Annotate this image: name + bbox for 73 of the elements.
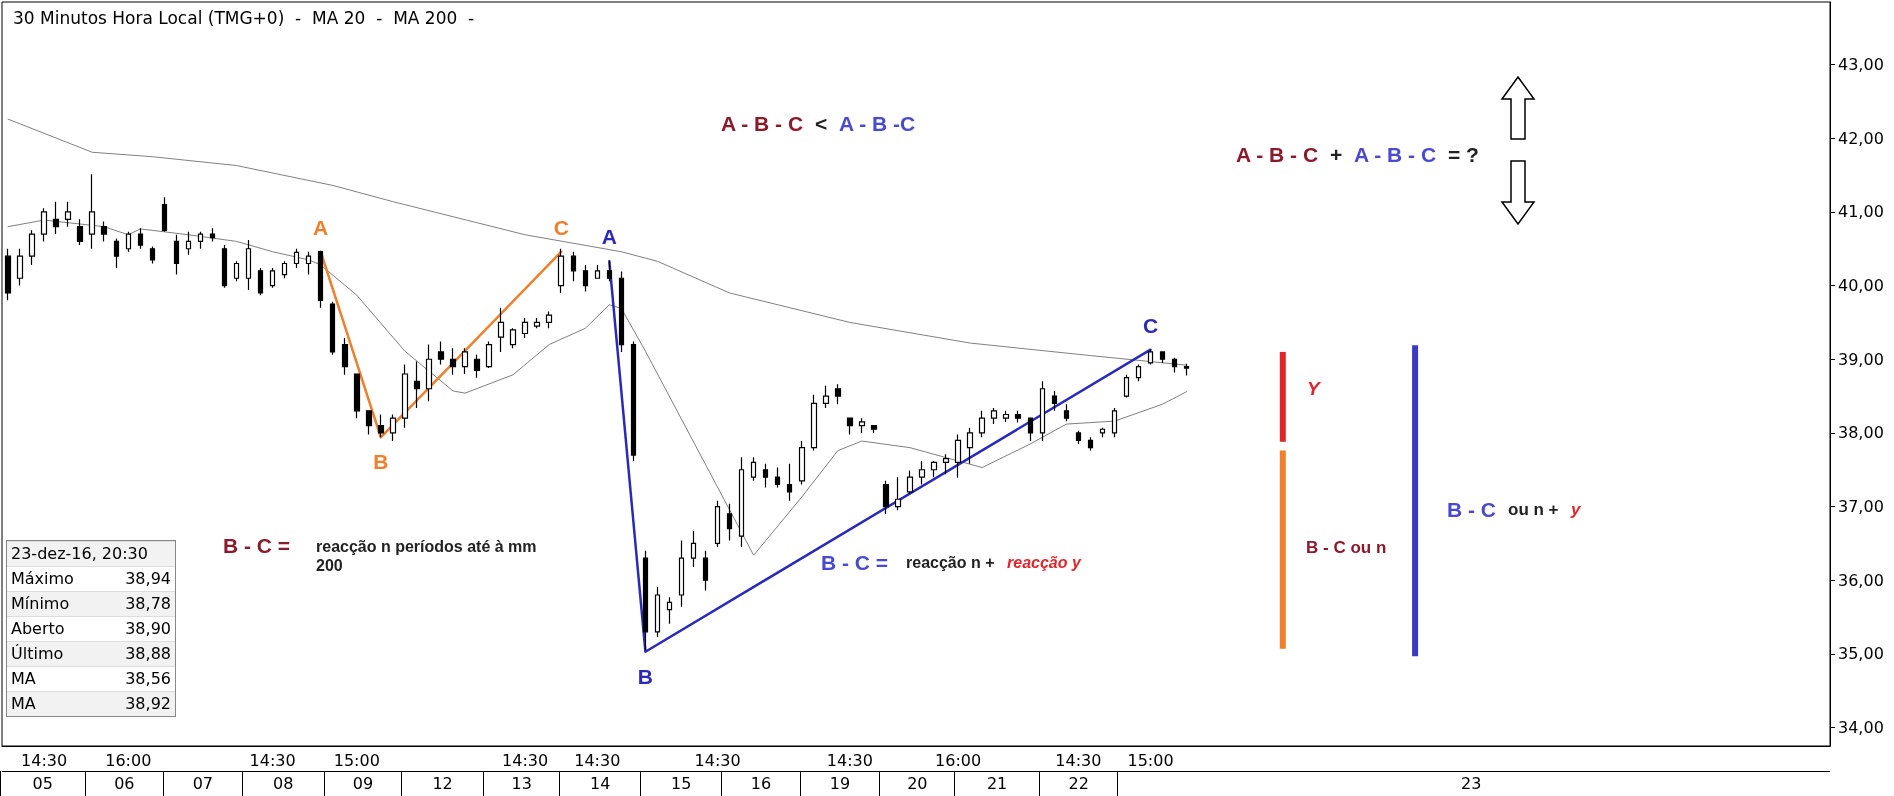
annotation: 38,90 <box>125 618 171 640</box>
x-tick-label: 14:30 <box>694 750 741 770</box>
x-tick-label: 14:30 <box>502 750 549 770</box>
text: 13 <box>483 771 560 796</box>
annotation: 38,92 <box>125 693 171 715</box>
annotation: Máximo <box>11 568 74 590</box>
annotation: Aberto <box>11 618 65 640</box>
x-tick-label: 14:30 <box>21 750 68 770</box>
annotation: 38,88 <box>125 643 171 665</box>
annotation: B - C ou n <box>1306 537 1387 559</box>
y-tick-label: 39,00 <box>1838 349 1884 369</box>
annotation: MA <box>11 693 36 715</box>
annotation: reacção y <box>1007 553 1081 573</box>
text: 21 <box>954 771 1039 796</box>
annotation: A - B - C <box>721 111 804 137</box>
x-tick-label: 14:30 <box>826 750 873 770</box>
annotation: B - C = <box>223 533 291 559</box>
annotation: A - B -C <box>839 111 916 137</box>
annotation: 23-dez-16, 20:30 <box>11 543 148 565</box>
annotation: 38,78 <box>125 593 171 615</box>
annotation: A - B - C <box>1354 142 1437 168</box>
annotation: + <box>1330 142 1343 168</box>
x-tick-label: 15:00 <box>333 750 380 770</box>
text: 09 <box>323 771 402 796</box>
text: 16 <box>721 771 800 796</box>
text: 08 <box>241 771 324 796</box>
chart-title: 30 Minutos Hora Local (TMG+0) - MA 20 - MA 200 - <box>13 7 475 28</box>
annotation: = ? <box>1448 142 1479 168</box>
data-label: B <box>373 450 389 474</box>
data-label: C <box>553 215 569 239</box>
annotation: 38,56 <box>125 668 171 690</box>
text: 22 <box>1038 771 1118 796</box>
annotation: B - C = <box>821 550 889 576</box>
annotation: y <box>1571 499 1581 521</box>
annotation: 38,94 <box>125 568 171 590</box>
text: 06 <box>84 771 164 796</box>
y-tick-label: 38,00 <box>1838 423 1884 443</box>
y-tick-label: 35,00 <box>1838 644 1884 664</box>
annotation: reacção n períodos até à mm 200 <box>316 536 538 576</box>
annotation: ou n + <box>1508 499 1559 521</box>
x-tick-label: 15:00 <box>1127 750 1174 770</box>
text: 14 <box>559 771 641 796</box>
text: 19 <box>799 771 880 796</box>
annotation: Y <box>1307 377 1320 401</box>
data-label: A <box>601 225 617 249</box>
y-tick-label: 42,00 <box>1838 128 1884 148</box>
annotation: Mínimo <box>11 593 70 615</box>
y-tick-label: 36,00 <box>1838 570 1884 590</box>
data-label: A <box>313 215 329 239</box>
text: 15 <box>640 771 722 796</box>
x-tick-label: 14:30 <box>1055 750 1102 770</box>
annotation: A - B - C <box>1236 142 1319 168</box>
text: 12 <box>401 771 484 796</box>
y-tick-label: 34,00 <box>1838 718 1884 738</box>
x-tick-label: 16:00 <box>935 750 982 770</box>
y-tick-label: 43,00 <box>1838 55 1884 75</box>
text: 07 <box>163 771 242 796</box>
x-tick-label: 14:30 <box>574 750 621 770</box>
y-tick-label: 37,00 <box>1838 497 1884 517</box>
data-label: B <box>637 664 653 688</box>
x-tick-label: 14:30 <box>249 750 296 770</box>
annotation: MA <box>11 668 36 690</box>
text: 23 <box>1117 771 1825 796</box>
y-tick-label: 40,00 <box>1838 276 1884 296</box>
text: 05 <box>0 771 85 796</box>
annotation: < <box>815 111 828 137</box>
annotation: Último <box>11 643 64 665</box>
annotation: B - C <box>1447 497 1496 523</box>
y-tick-label: 41,00 <box>1838 202 1884 222</box>
x-tick-label: 16:00 <box>105 750 152 770</box>
annotation: reacção n + <box>906 553 995 573</box>
data-label: C <box>1142 313 1159 337</box>
text: 20 <box>879 771 955 796</box>
